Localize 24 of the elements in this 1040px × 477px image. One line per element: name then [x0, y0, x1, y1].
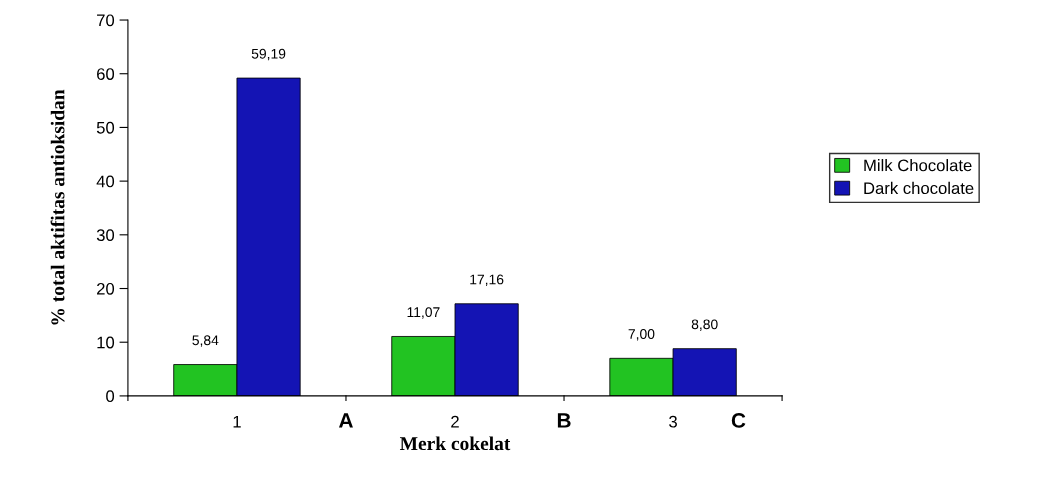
data-label: 5,84 [192, 335, 219, 347]
y-tick-label: 70 [97, 14, 115, 27]
text: C [731, 413, 746, 428]
text: B [557, 413, 571, 428]
y-tick-label: 40 [96, 175, 115, 188]
x-tick-label: 3 [669, 415, 677, 428]
y-tick-label: 60 [97, 68, 115, 80]
data-label: 8,80 [691, 319, 718, 331]
x-axis-title: Merk cokelat [399, 436, 511, 451]
y-tick-label: 30 [96, 229, 115, 242]
y-tick-label: 20 [97, 282, 115, 295]
y-tick-label: 50 [96, 121, 115, 134]
legend-label: Dark chocolate [864, 181, 974, 195]
data-label: 7,00 [628, 329, 655, 341]
data-label: 17,16 [470, 274, 504, 286]
x-tick-label: 1 [233, 415, 241, 428]
text: A [338, 413, 353, 428]
y-axis-title: % total aktifitas antioksidan [50, 89, 65, 325]
y-tick-label: 10 [97, 336, 115, 349]
data-label: 11,07 [407, 307, 440, 319]
y-tick-label: 0 [106, 390, 115, 403]
legend-label: Milk Chocolate [864, 159, 972, 172]
data-label: 59,19 [251, 48, 286, 61]
x-tick-label: 2 [451, 415, 459, 428]
